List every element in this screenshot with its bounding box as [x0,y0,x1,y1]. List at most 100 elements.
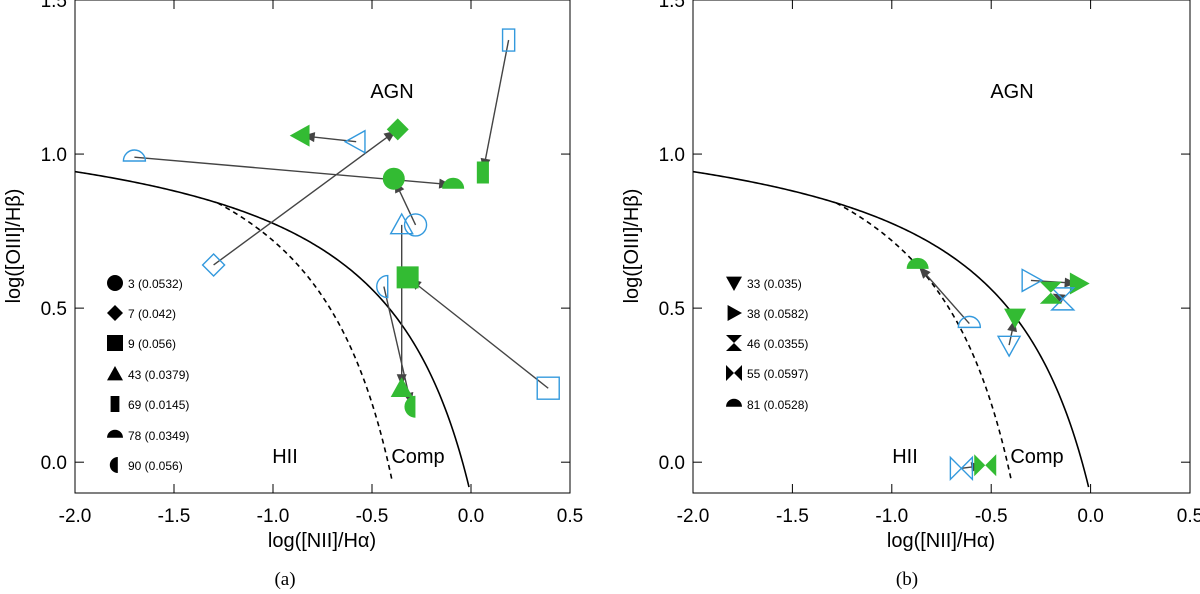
x-tick-label: -0.5 [356,506,389,527]
y-axis-title: log([OIII]/Hβ) [621,189,643,304]
legend-marker-0 [726,276,742,291]
marker-to-78 [442,177,465,189]
legend-marker-1 [727,305,742,321]
legend-marker-3 [107,366,123,381]
marker-from-9 [536,376,560,400]
legend-label-2: 9 (0.056) [128,337,176,351]
x-tick-label: -1.5 [158,506,191,527]
legend-label-4: 69 (0.0145) [128,398,189,412]
marker-from-3 [403,213,428,237]
kauffmann-curve [217,202,393,480]
panel-a: -2.0 -1.5 -1.0 -0.5 0.0 0.5 0.0 0.5 1.0 1.5 AGN H… [3,0,583,590]
x-tick-label: 0.0 [1077,506,1103,527]
legend-marker-3 [726,365,742,381]
kewley-curve [692,170,1090,488]
plot-frame [74,0,571,494]
marker-to-43 [390,377,413,398]
region-label-comp: Comp [1010,446,1063,468]
panel-b: -2.0 -1.5 -1.0 -0.5 0.0 0.5 0.0 0.5 1.0 1.5 AGN H… [621,0,1200,590]
kauffmann-curve [835,202,1012,480]
arrow-line-extra [312,136,357,143]
x-axis-title: log([NII]/Hα) [268,530,376,552]
marker-from-69 [501,28,516,52]
arrow-line-69 [484,39,510,161]
marker-to-7 [386,118,409,141]
region-label-agn: AGN [990,81,1033,103]
y-axis-title: log([OIII]/Hβ) [3,189,25,304]
y-tick-label: 1.5 [659,0,685,12]
legend-label-0: 3 (0.0532) [128,277,183,291]
legend-label-2: 46 (0.0355) [747,337,808,351]
legend-marker-4 [110,396,120,412]
marker-from-81 [957,315,982,329]
y-tick-label: 0.0 [659,453,685,474]
x-tick-label: -2.0 [677,506,710,527]
legend-label-1: 38 (0.0582) [747,307,808,321]
arrow-line-7 [213,135,389,266]
migration-arrows [134,39,549,405]
data-markers [122,28,560,418]
arrow-head-46 [1052,293,1066,304]
marker-from-46 [1050,287,1076,311]
marker-to-55 [974,454,997,477]
x-tick-label: -0.5 [975,506,1008,527]
panel-label: (b) [896,569,918,590]
x-tick-label: 0.5 [557,506,583,527]
data-markers [906,257,1090,482]
legend-label-3: 55 (0.0597) [747,367,808,381]
region-label-hii: HII [272,446,298,468]
arrow-line-81 [925,273,970,324]
legend-marker-4 [726,398,742,407]
marker-to-9 [396,266,419,289]
x-tick-label: -1.0 [257,506,290,527]
marker-from-55 [949,455,974,482]
x-axis-title: log([NII]/Hα) [887,530,995,552]
legend-label-4: 81 (0.0528) [747,398,808,412]
marker-to-extra [289,124,310,147]
region-label-hii: HII [892,446,918,468]
region-labels: AGN HII Comp [272,81,444,468]
legend-marker-2 [107,335,123,351]
x-tick-label: 0.0 [458,506,484,527]
legend: 33 (0.035) 38 (0.0582) 46 (0.0355) 55 (0.05… [726,276,808,412]
demarcation-curves [692,170,1090,488]
marker-to-38 [1069,272,1090,295]
region-label-agn: AGN [370,81,413,103]
legend-label-1: 7 (0.042) [128,307,176,321]
marker-from-extra [343,129,366,154]
marker-to-46 [1039,281,1062,304]
axis-ticks: -2.0 -1.5 -1.0 -0.5 0.0 0.5 0.0 0.5 1.0 1.5 [41,0,583,527]
arrow-line-90 [383,286,410,396]
legend-label-3: 43 (0.0379) [128,368,189,382]
legend-marker-5 [107,429,123,438]
legend-label-5: 78 (0.0349) [128,429,189,443]
y-tick-label: 1.0 [659,145,685,166]
axis-ticks: -2.0 -1.5 -1.0 -0.5 0.0 0.5 0.0 0.5 1.0 1.5 [659,0,1200,527]
arrow-line-33 [1008,328,1014,346]
legend-marker-2 [726,335,742,351]
marker-to-81 [906,257,929,269]
x-tick-label: -1.5 [776,506,809,527]
y-tick-label: 1.0 [41,145,67,166]
marker-to-69 [476,161,489,184]
region-label-comp: Comp [391,446,444,468]
marker-from-33 [996,335,1022,358]
legend: 3 (0.0532) 7 (0.042) 9 (0.056) 43 (0.0379) 6… [107,275,189,473]
arrow-line-55 [961,466,974,470]
x-tick-label: 0.5 [1177,506,1200,527]
marker-from-43 [389,212,414,235]
legend-marker-6 [109,457,118,473]
y-tick-label: 0.5 [41,299,67,320]
plot-frame [692,0,1191,494]
legend-marker-0 [107,275,123,291]
marker-from-90 [376,274,389,299]
arrow-line-3 [398,189,417,226]
x-tick-label: -2.0 [59,506,92,527]
legend-label-0: 33 (0.035) [747,277,802,291]
marker-from-78 [122,149,147,162]
demarcation-curves [74,170,470,488]
y-tick-label: 1.5 [41,0,67,12]
legend-label-6: 90 (0.056) [128,459,183,473]
marker-to-33 [1004,308,1027,329]
